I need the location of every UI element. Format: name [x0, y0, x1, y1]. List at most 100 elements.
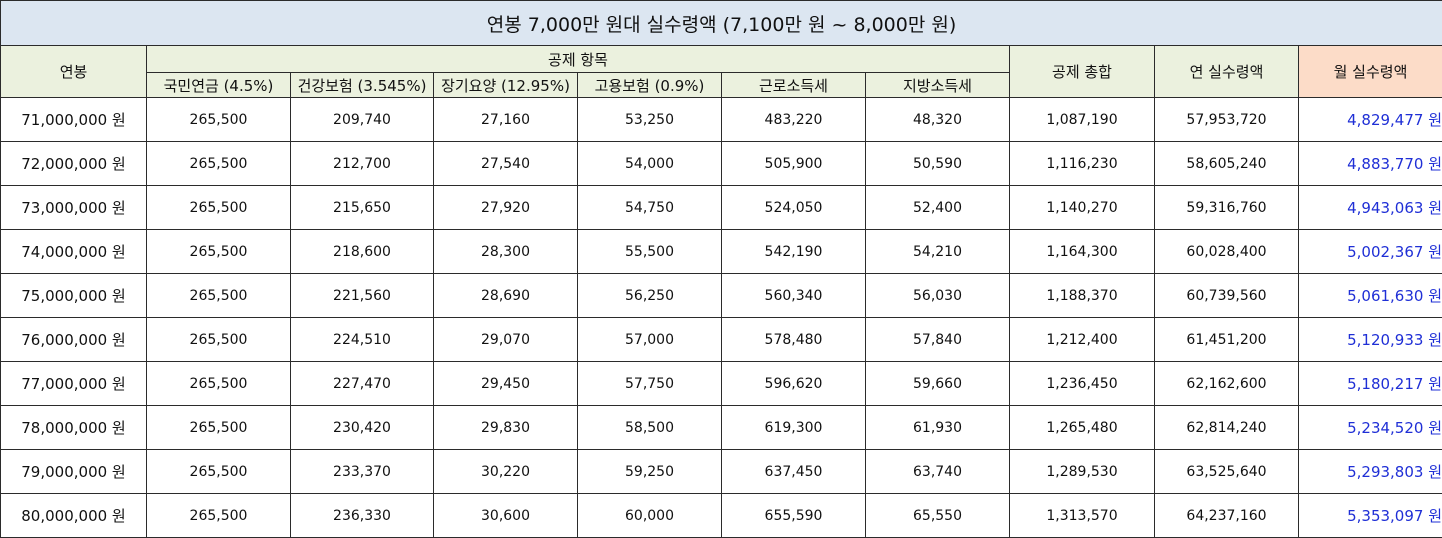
- income-tax-cell: 560,340: [721, 273, 866, 318]
- table-title: 연봉 7,000만 원대 실수령액 (7,100만 원 ~ 8,000만 원): [0, 0, 1442, 46]
- header-health-insurance: 건강보험 (3.545%): [290, 72, 434, 98]
- employment-insurance-cell: 55,500: [577, 229, 722, 274]
- header-employment-insurance: 고용보험 (0.9%): [577, 72, 722, 98]
- health-insurance-cell: 236,330: [290, 493, 434, 538]
- health-insurance-cell: 215,650: [290, 185, 434, 230]
- table-row: 77,000,000 원 265,500 227,470 29,450 57,750 59…: [0, 361, 1442, 406]
- local-income-tax-cell: 54,210: [865, 229, 1010, 274]
- header-annual-net: 연 실수령액: [1154, 45, 1299, 98]
- monthly-net-cell: 5,293,803 원: [1297, 449, 1442, 494]
- annual-net-cell: 62,814,240: [1154, 405, 1299, 450]
- salary-cell: 79,000,000 원: [0, 449, 147, 494]
- long-term-care-cell: 29,070: [433, 317, 578, 362]
- salary-cell: 72,000,000 원: [0, 141, 147, 186]
- employment-insurance-cell: 56,250: [577, 273, 722, 318]
- national-pension-cell: 265,500: [146, 141, 291, 186]
- salary-cell: 76,000,000 원: [0, 317, 147, 362]
- table-row: 79,000,000 원 265,500 233,370 30,220 59,250 63…: [0, 449, 1442, 494]
- table-row: 78,000,000 원 265,500 230,420 29,830 58,500 61…: [0, 405, 1442, 450]
- salary-cell: 77,000,000 원: [0, 361, 147, 406]
- table-row: 74,000,000 원 265,500 218,600 28,300 55,500 54…: [0, 229, 1442, 274]
- total-deduction-cell: 1,140,270: [1009, 185, 1155, 230]
- annual-net-cell: 60,028,400: [1154, 229, 1299, 274]
- income-tax-cell: 505,900: [721, 141, 866, 186]
- income-tax-cell: 619,300: [721, 405, 866, 450]
- income-tax-cell: 655,590: [721, 493, 866, 538]
- table-row: 80,000,000 원 265,500 236,330 30,600 60,000 65…: [0, 493, 1442, 538]
- total-deduction-cell: 1,164,300: [1009, 229, 1155, 274]
- header-salary: 연봉: [0, 45, 147, 98]
- income-tax-cell: 524,050: [721, 185, 866, 230]
- local-income-tax-cell: 59,660: [865, 361, 1010, 406]
- national-pension-cell: 265,500: [146, 185, 291, 230]
- annual-net-cell: 61,451,200: [1154, 317, 1299, 362]
- long-term-care-cell: 30,220: [433, 449, 578, 494]
- table-row: 71,000,000 원 265,500 209,740 27,160 53,250 48…: [0, 97, 1442, 142]
- annual-net-cell: 62,162,600: [1154, 361, 1299, 406]
- income-tax-cell: 596,620: [721, 361, 866, 406]
- national-pension-cell: 265,500: [146, 405, 291, 450]
- total-deduction-cell: 1,289,530: [1009, 449, 1155, 494]
- long-term-care-cell: 30,600: [433, 493, 578, 538]
- table-row: 75,000,000 원 265,500 221,560 28,690 56,250 56…: [0, 273, 1442, 318]
- total-deduction-cell: 1,087,190: [1009, 97, 1155, 142]
- employment-insurance-cell: 60,000: [577, 493, 722, 538]
- total-deduction-cell: 1,212,400: [1009, 317, 1155, 362]
- header-local-income-tax: 지방소득세: [865, 72, 1010, 98]
- income-tax-cell: 483,220: [721, 97, 866, 142]
- national-pension-cell: 265,500: [146, 97, 291, 142]
- health-insurance-cell: 212,700: [290, 141, 434, 186]
- local-income-tax-cell: 61,930: [865, 405, 1010, 450]
- table-body: 71,000,000 원 265,500 209,740 27,160 53,250 48…: [0, 97, 1442, 538]
- employment-insurance-cell: 54,000: [577, 141, 722, 186]
- header-monthly-net: 월 실수령액: [1297, 45, 1442, 98]
- long-term-care-cell: 27,540: [433, 141, 578, 186]
- national-pension-cell: 265,500: [146, 361, 291, 406]
- long-term-care-cell: 27,160: [433, 97, 578, 142]
- health-insurance-cell: 209,740: [290, 97, 434, 142]
- monthly-net-cell: 5,180,217 원: [1297, 361, 1442, 406]
- annual-net-cell: 60,739,560: [1154, 273, 1299, 318]
- local-income-tax-cell: 63,740: [865, 449, 1010, 494]
- local-income-tax-cell: 50,590: [865, 141, 1010, 186]
- employment-insurance-cell: 57,000: [577, 317, 722, 362]
- employment-insurance-cell: 57,750: [577, 361, 722, 406]
- employment-insurance-cell: 58,500: [577, 405, 722, 450]
- employment-insurance-cell: 54,750: [577, 185, 722, 230]
- annual-net-cell: 57,953,720: [1154, 97, 1299, 142]
- health-insurance-cell: 233,370: [290, 449, 434, 494]
- employment-insurance-cell: 53,250: [577, 97, 722, 142]
- salary-cell: 80,000,000 원: [0, 493, 147, 538]
- long-term-care-cell: 27,920: [433, 185, 578, 230]
- income-tax-cell: 578,480: [721, 317, 866, 362]
- monthly-net-cell: 4,943,063 원: [1297, 185, 1442, 230]
- national-pension-cell: 265,500: [146, 449, 291, 494]
- header-long-term-care: 장기요양 (12.95%): [433, 72, 578, 98]
- employment-insurance-cell: 59,250: [577, 449, 722, 494]
- health-insurance-cell: 227,470: [290, 361, 434, 406]
- annual-net-cell: 63,525,640: [1154, 449, 1299, 494]
- local-income-tax-cell: 57,840: [865, 317, 1010, 362]
- total-deduction-cell: 1,188,370: [1009, 273, 1155, 318]
- monthly-net-cell: 4,883,770 원: [1297, 141, 1442, 186]
- national-pension-cell: 265,500: [146, 317, 291, 362]
- national-pension-cell: 265,500: [146, 493, 291, 538]
- monthly-net-cell: 5,353,097 원: [1297, 493, 1442, 538]
- header-total: 공제 총합: [1009, 45, 1155, 98]
- monthly-net-cell: 4,829,477 원: [1297, 97, 1442, 142]
- local-income-tax-cell: 65,550: [865, 493, 1010, 538]
- annual-net-cell: 59,316,760: [1154, 185, 1299, 230]
- table-row: 76,000,000 원 265,500 224,510 29,070 57,000 57…: [0, 317, 1442, 362]
- header-income-tax: 근로소득세: [721, 72, 866, 98]
- total-deduction-cell: 1,116,230: [1009, 141, 1155, 186]
- monthly-net-cell: 5,002,367 원: [1297, 229, 1442, 274]
- salary-cell: 75,000,000 원: [0, 273, 147, 318]
- table-row: 72,000,000 원 265,500 212,700 27,540 54,000 50…: [0, 141, 1442, 186]
- annual-net-cell: 58,605,240: [1154, 141, 1299, 186]
- annual-net-cell: 64,237,160: [1154, 493, 1299, 538]
- long-term-care-cell: 28,300: [433, 229, 578, 274]
- table-row: 73,000,000 원 265,500 215,650 27,920 54,750 52…: [0, 185, 1442, 230]
- total-deduction-cell: 1,236,450: [1009, 361, 1155, 406]
- long-term-care-cell: 29,830: [433, 405, 578, 450]
